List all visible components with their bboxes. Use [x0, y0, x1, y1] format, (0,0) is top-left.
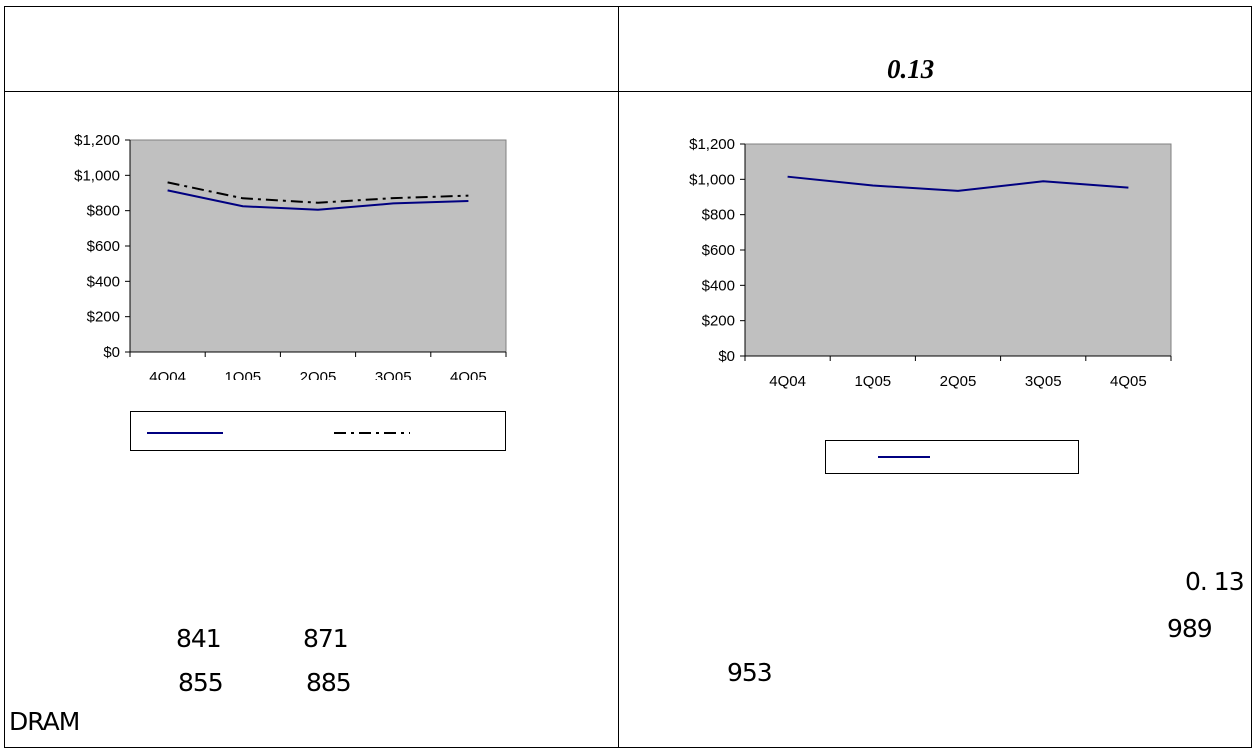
right-note-989: 989: [1167, 614, 1213, 643]
y-tick-label: $800: [702, 207, 735, 224]
x-tick-label: 1Q05: [854, 373, 891, 390]
y-tick-label: $600: [87, 238, 120, 255]
left-note-841: 841: [176, 624, 222, 653]
x-tick-label: 3Q05: [375, 369, 412, 380]
left-line-chart: $0 $200 $400 $600 $800 $1,000 $1,200 4Q04 1Q05 2Q…: [74, 132, 507, 380]
left-note-885: 885: [306, 668, 352, 697]
x-tick-label: 1Q05: [224, 369, 261, 380]
left-note-855: 855: [178, 668, 224, 697]
y-tick-label: $200: [702, 313, 735, 330]
x-tick-label: 4Q05: [1110, 373, 1147, 390]
x-tick-label: 4Q04: [149, 369, 186, 380]
x-tick-label: 4Q04: [769, 373, 806, 390]
y-tick-label: $400: [702, 277, 735, 294]
y-tick-label: $1,000: [689, 171, 735, 188]
series-line-1: [167, 189, 469, 211]
table-frame: [4, 6, 1252, 748]
column-divider: [618, 6, 619, 748]
row-divider: [4, 91, 1252, 92]
y-tick-label: $0: [718, 348, 735, 365]
y-tick-label: $800: [87, 203, 120, 220]
x-tick-label: 3Q05: [1025, 373, 1062, 390]
right-line-chart: $0 $200 $400 $600 $800 $1,000 $1,200 4Q04 1Q05 2Q…: [689, 136, 1172, 390]
left-note-dram: DRAM: [9, 707, 80, 736]
right-chart-legend: [825, 440, 1079, 474]
series-line-2: [167, 181, 469, 204]
y-tick-label: $1,200: [74, 132, 120, 149]
y-tick-label: $200: [87, 309, 120, 326]
right-header-title: 0.13: [887, 54, 935, 84]
plot-area: [129, 139, 507, 353]
x-tick-label: 2Q05: [300, 369, 337, 380]
y-tick-label: $1,000: [74, 167, 120, 184]
x-tick-label: 4Q05: [450, 369, 487, 380]
x-tick-label: 2Q05: [940, 373, 977, 390]
right-note-013: 0. 13: [1185, 567, 1245, 596]
plot-area: [744, 143, 1172, 357]
y-tick-label: $0: [103, 344, 120, 361]
right-note-953: 953: [727, 658, 773, 687]
y-tick-label: $600: [702, 242, 735, 259]
left-chart-legend: [130, 411, 506, 451]
y-tick-label: $1,200: [689, 136, 735, 153]
y-tick-label: $400: [87, 273, 120, 290]
series-line-1: [787, 175, 1129, 192]
left-note-871: 871: [303, 624, 349, 653]
